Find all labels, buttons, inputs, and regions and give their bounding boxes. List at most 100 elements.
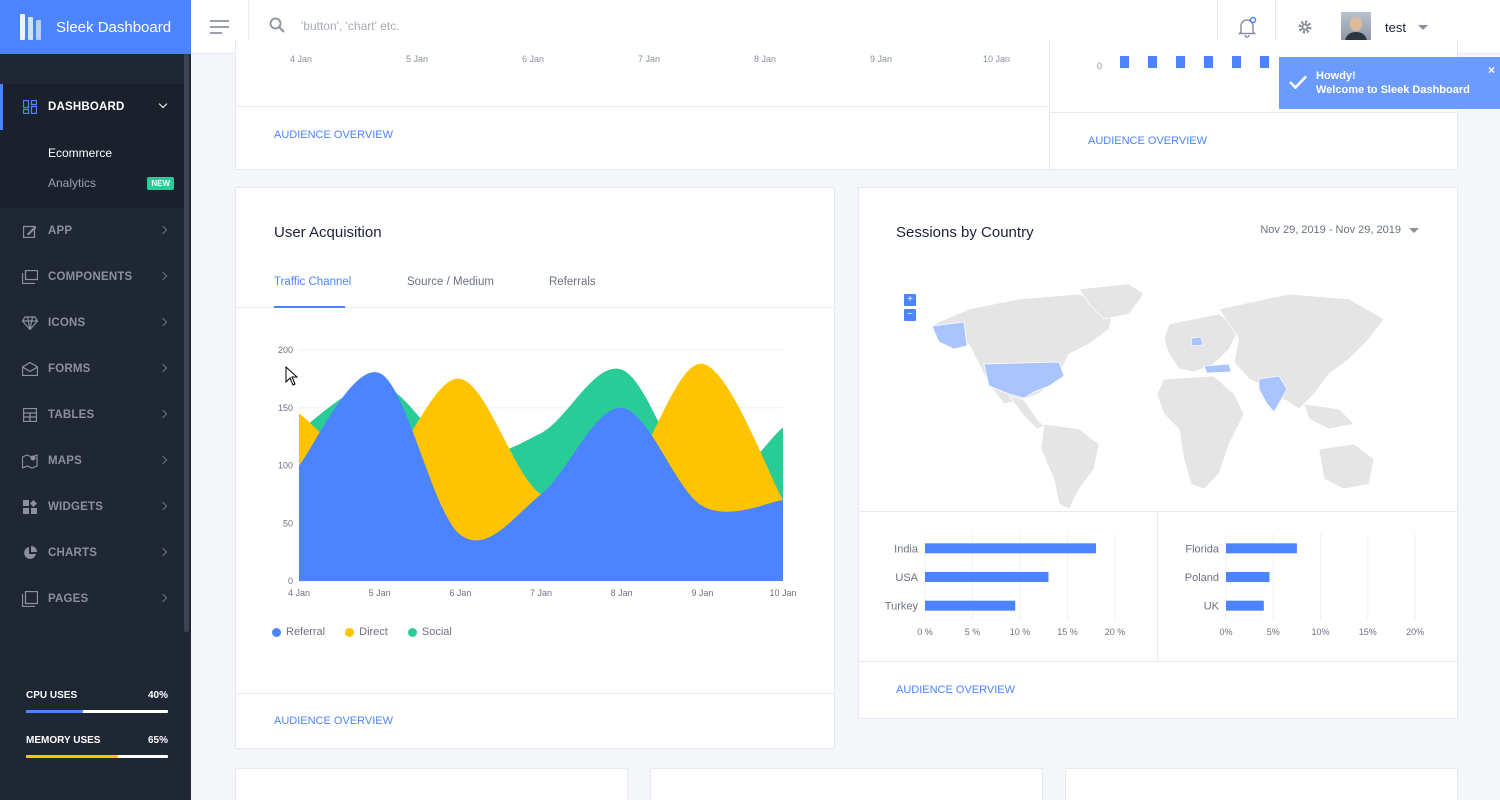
sidebar-item-components[interactable]: COMPONENTS [0,254,184,300]
caret-down-icon [1409,227,1419,233]
sidebar-item-forms[interactable]: FORMS [0,346,184,392]
chevron-down-icon [158,99,168,109]
zoom-out-button[interactable]: − [904,309,916,321]
sidebar-toggle-button[interactable] [191,0,249,54]
audience-overview-link[interactable]: AUDIENCE OVERVIEW [274,715,393,727]
map-region-india [1258,375,1288,413]
chevron-right-icon [158,409,168,419]
memory-usage-value: 65% [147,735,168,746]
y-tick-label: 0 [288,576,293,586]
map-region-australia [1318,443,1375,490]
sidebar-item-label: WIDGETS [48,501,104,513]
date-range-select[interactable]: Nov 29, 2019 - Nov 29, 2019 [1260,224,1419,236]
new-badge: NEW [147,177,174,190]
user-name: test [1385,19,1406,35]
user-menu[interactable]: test [1341,12,1428,42]
tab-traffic-channel[interactable]: Traffic Channel [274,276,352,288]
chevron-right-icon [158,317,168,327]
welcome-toast: Howdy! Welcome to Sleek Dashboard × [1279,57,1500,109]
x-tick-label: 7 Jan [638,54,661,64]
audience-overview-link[interactable]: AUDIENCE OVERVIEW [1088,135,1207,147]
x-tick-label: 10 Jan [769,588,796,598]
divider [859,511,1458,512]
x-tick-label: 10% [1312,627,1330,637]
active-tab-indicator [274,306,345,308]
mouse-cursor-icon [285,366,299,386]
forms-icon [22,361,38,377]
dashboard-icon [22,99,38,115]
close-icon[interactable]: × [1487,63,1495,77]
audience-overview-link[interactable]: AUDIENCE OVERVIEW [274,129,393,141]
notifications-button[interactable] [1217,0,1275,54]
legend-item[interactable]: Social [407,626,452,638]
pie-chart-icon [22,545,38,561]
tab-referrals[interactable]: Referrals [549,276,596,288]
world-map[interactable] [929,284,1399,514]
table-icon [22,407,38,423]
category-label: Turkey [885,601,919,613]
sidebar-item-maps[interactable]: MAPS [0,438,184,484]
sidebar-item-label: ICONS [48,317,86,329]
map-icon [22,453,38,469]
x-tick-label: 10 % [1010,627,1031,637]
bar-usa [925,572,1049,582]
sidebar-subitem-ecommerce[interactable]: Ecommerce [48,146,113,160]
sidebar-item-icons[interactable]: ICONS [0,300,184,346]
x-tick-label: 4 Jan [290,54,313,64]
search-input[interactable] [301,14,701,38]
audience-overview-link[interactable]: AUDIENCE OVERVIEW [896,684,1015,696]
tab-source-medium[interactable]: Source / Medium [407,276,494,288]
chevron-right-icon [158,593,168,603]
user-acquisition-card: User Acquisition Traffic Channel Source … [235,187,835,749]
sessions-by-country-card: Sessions by Country Nov 29, 2019 - Nov 2… [858,187,1458,719]
divider [859,661,1458,662]
bottom-card-2 [650,768,1043,800]
sidebar-item-widgets[interactable]: WIDGETS [0,484,184,530]
x-tick-label: 5% [1267,627,1280,637]
sidebar: Sleek Dashboard DASHBOARD Ecommerce Anal… [0,0,191,800]
zoom-in-button[interactable]: + [904,294,916,306]
bottom-card-1 [235,768,628,800]
check-icon [1289,75,1307,89]
menu-icon [209,20,229,34]
legend-item[interactable]: Referral [272,626,325,638]
bar-uk [1226,600,1264,611]
sidebar-item-label: FORMS [48,363,91,375]
sidebar-item-dashboard[interactable]: DASHBOARD [0,84,184,130]
sidebar-scrollbar[interactable] [184,54,189,632]
brand[interactable]: Sleek Dashboard [0,0,191,54]
bar-india [925,543,1096,554]
divider [236,693,835,694]
sidebar-subitem-analytics[interactable]: Analytics NEW [0,168,184,198]
bottom-card-3 [1065,768,1458,800]
map-region-southeast-asia [1303,403,1355,430]
region-bar-chart: 0% 5% 10% 15% 20% Florida Poland UK [1185,534,1424,637]
legend-item[interactable]: Direct [345,626,388,638]
memory-usage-bar [26,755,168,758]
card-title: User Acquisition [274,224,382,241]
x-tick-label: 5 Jan [369,588,391,598]
map-region-alaska [931,321,968,350]
sidebar-item-charts[interactable]: CHARTS [0,530,184,576]
category-label: UK [1204,601,1220,613]
bar-florida [1226,543,1297,554]
sidebar-item-label: COMPONENTS [48,271,133,283]
map-region-poland [1190,336,1204,347]
caret-down-icon [1417,24,1428,30]
sidebar-item-tables[interactable]: TABLES [0,392,184,438]
memory-usage-fill [26,755,119,758]
x-tick-label: 9 Jan [870,54,893,64]
category-label: USA [895,572,918,584]
map-region-south-america [1040,423,1100,510]
pages-icon [22,591,38,607]
category-label: Florida [1185,543,1220,555]
sleek-logo-icon [20,14,44,40]
settings-button[interactable] [1275,0,1333,54]
map-region-turkey [1203,363,1232,374]
chevron-right-icon [158,547,168,557]
sidebar-item-pages[interactable]: PAGES [0,576,184,622]
sidebar-item-app[interactable]: APP [0,208,184,254]
dashboard-submenu: Ecommerce Analytics NEW [0,130,184,208]
bar-turkey [925,600,1016,611]
x-tick-label: 15% [1359,627,1377,637]
